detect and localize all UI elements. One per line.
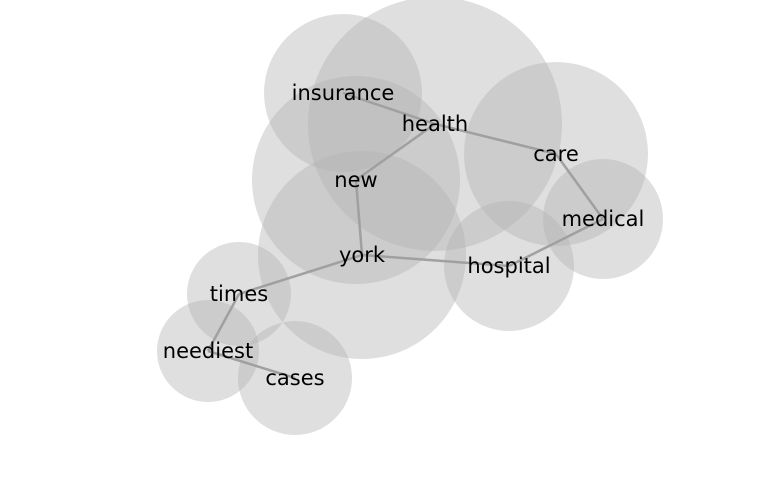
node-label-times: times: [210, 282, 268, 306]
edge-new-york: [354, 179, 364, 256]
label-layer: insurance health care new medical york h…: [163, 81, 645, 390]
edge-york-hospital: [361, 253, 510, 268]
edge-times-neediest: [206, 293, 241, 352]
node-label-health: health: [402, 112, 468, 136]
edge-health-care: [434, 122, 557, 156]
edge-neediest-cases: [207, 349, 296, 380]
edge-care-medical: [554, 153, 605, 220]
node-label-new: new: [334, 168, 377, 192]
node-label-medical: medical: [562, 207, 645, 231]
edge-insurance-health: [342, 91, 436, 126]
node-label-york: york: [339, 243, 386, 267]
node-label-insurance: insurance: [292, 81, 395, 105]
node-label-care: care: [533, 142, 579, 166]
node-label-hospital: hospital: [467, 254, 550, 278]
node-label-cases: cases: [265, 366, 324, 390]
edge-health-new: [355, 122, 436, 182]
edge-york-times: [238, 253, 363, 296]
edge-layer: [206, 91, 605, 380]
node-label-neediest: neediest: [163, 339, 253, 363]
edge-medical-hospital: [508, 217, 604, 268]
